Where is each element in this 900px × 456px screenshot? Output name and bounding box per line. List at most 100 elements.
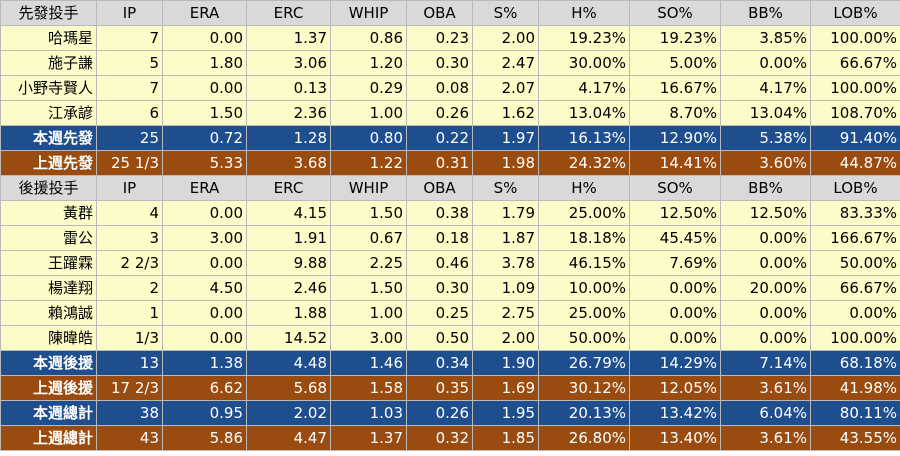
cell-ip: 2 [96, 275, 163, 301]
reliever-total-row: 本週總計 38 0.95 2.02 1.03 0.26 1.95 20.13% 13.42% 6.… [0, 400, 900, 426]
cell-oba: 0.31 [406, 150, 473, 176]
cell-oba: 0.23 [406, 25, 473, 51]
cell-era: 0.00 [162, 75, 247, 101]
cell-h-pct: 24.32% [538, 150, 630, 176]
cell-name: 小野寺賢人 [0, 75, 97, 101]
header-erc: ERC [246, 175, 331, 201]
cell-oba: 0.25 [406, 300, 473, 326]
cell-h-pct: 25.00% [538, 200, 630, 226]
cell-whip: 0.67 [330, 225, 407, 251]
cell-era: 0.00 [162, 250, 247, 276]
header-name: 先發投手 [0, 0, 97, 26]
cell-so-pct: 12.05% [629, 375, 721, 401]
cell-h-pct: 20.13% [538, 400, 630, 426]
cell-oba: 0.34 [406, 350, 473, 376]
header-bb-pct: BB% [720, 175, 811, 201]
cell-oba: 0.30 [406, 50, 473, 76]
cell-ip: 1 [96, 300, 163, 326]
cell-bb-pct: 7.14% [720, 350, 811, 376]
cell-ip: 43 [96, 425, 163, 451]
cell-whip: 0.86 [330, 25, 407, 51]
cell-h-pct: 26.79% [538, 350, 630, 376]
cell-bb-pct: 3.61% [720, 425, 811, 451]
cell-lob-pct: 66.67% [810, 275, 900, 301]
cell-era: 1.80 [162, 50, 247, 76]
cell-s-pct: 1.79 [472, 200, 539, 226]
cell-h-pct: 19.23% [538, 25, 630, 51]
cell-so-pct: 14.29% [629, 350, 721, 376]
cell-s-pct: 1.97 [472, 125, 539, 151]
reliever-total-row: 上週總計 43 5.86 4.47 1.37 0.32 1.85 26.80% 13.40% 3.… [0, 425, 900, 451]
cell-whip: 1.22 [330, 150, 407, 176]
reliever-row: 黃群 4 0.00 4.15 1.50 0.38 1.79 25.00% 12.50% 12.50… [0, 200, 900, 226]
cell-era: 6.62 [162, 375, 247, 401]
cell-lob-pct: 68.18% [810, 350, 900, 376]
cell-ip: 3 [96, 225, 163, 251]
cell-ip: 4 [96, 200, 163, 226]
reliever-row: 楊達翔 2 4.50 2.46 1.50 0.30 1.09 10.00% 0.00% 20.00… [0, 275, 900, 301]
cell-erc: 3.06 [246, 50, 331, 76]
cell-so-pct: 7.69% [629, 250, 721, 276]
cell-name: 陳暐皓 [0, 325, 97, 351]
cell-era: 0.95 [162, 400, 247, 426]
cell-era: 1.38 [162, 350, 247, 376]
cell-lob-pct: 100.00% [810, 25, 900, 51]
cell-so-pct: 16.67% [629, 75, 721, 101]
cell-s-pct: 1.90 [472, 350, 539, 376]
cell-whip: 1.00 [330, 100, 407, 126]
header-era: ERA [162, 0, 247, 26]
cell-ip: 25 1/3 [96, 150, 163, 176]
cell-name: 上週總計 [0, 425, 97, 451]
cell-bb-pct: 12.50% [720, 200, 811, 226]
cell-lob-pct: 66.67% [810, 50, 900, 76]
cell-h-pct: 16.13% [538, 125, 630, 151]
cell-h-pct: 46.15% [538, 250, 630, 276]
header-so-pct: SO% [629, 0, 721, 26]
cell-erc: 3.68 [246, 150, 331, 176]
cell-erc: 1.91 [246, 225, 331, 251]
cell-era: 1.50 [162, 100, 247, 126]
cell-era: 0.72 [162, 125, 247, 151]
cell-so-pct: 19.23% [629, 25, 721, 51]
cell-whip: 1.50 [330, 200, 407, 226]
cell-ip: 38 [96, 400, 163, 426]
header-h-pct: H% [538, 175, 630, 201]
header-oba: OBA [406, 175, 473, 201]
header-whip: WHIP [330, 175, 407, 201]
cell-bb-pct: 3.85% [720, 25, 811, 51]
cell-oba: 0.50 [406, 325, 473, 351]
cell-ip: 17 2/3 [96, 375, 163, 401]
cell-oba: 0.30 [406, 275, 473, 301]
cell-oba: 0.26 [406, 400, 473, 426]
cell-erc: 4.48 [246, 350, 331, 376]
cell-whip: 1.20 [330, 50, 407, 76]
header-so-pct: SO% [629, 175, 721, 201]
starter-total-row: 上週先發 25 1/3 5.33 3.68 1.22 0.31 1.98 24.32% 14.4… [0, 150, 900, 176]
cell-lob-pct: 44.87% [810, 150, 900, 176]
cell-erc: 2.46 [246, 275, 331, 301]
cell-oba: 0.46 [406, 250, 473, 276]
cell-erc: 0.13 [246, 75, 331, 101]
cell-name: 本週總計 [0, 400, 97, 426]
cell-lob-pct: 83.33% [810, 200, 900, 226]
cell-bb-pct: 0.00% [720, 325, 811, 351]
cell-lob-pct: 100.00% [810, 75, 900, 101]
reliever-total-row: 上週後援 17 2/3 6.62 5.68 1.58 0.35 1.69 30.12% 12.0… [0, 375, 900, 401]
cell-name: 黃群 [0, 200, 97, 226]
reliever-row: 王躍霖 2 2/3 0.00 9.88 2.25 0.46 3.78 46.15% 7.69% 0… [0, 250, 900, 276]
header-lob-pct: LOB% [810, 175, 900, 201]
cell-erc: 4.15 [246, 200, 331, 226]
cell-ip: 7 [96, 75, 163, 101]
cell-so-pct: 12.50% [629, 200, 721, 226]
starter-header-row: 先發投手 IP ERA ERC WHIP OBA S% H% SO% BB% LOB% [0, 0, 900, 26]
starter-row: 哈瑪星 7 0.00 1.37 0.86 0.23 2.00 19.23% 19.23% 3.85… [0, 25, 900, 51]
cell-erc: 1.28 [246, 125, 331, 151]
cell-h-pct: 30.12% [538, 375, 630, 401]
cell-lob-pct: 43.55% [810, 425, 900, 451]
cell-whip: 1.37 [330, 425, 407, 451]
cell-name: 施子謙 [0, 50, 97, 76]
cell-lob-pct: 41.98% [810, 375, 900, 401]
cell-h-pct: 18.18% [538, 225, 630, 251]
cell-s-pct: 3.78 [472, 250, 539, 276]
cell-s-pct: 1.98 [472, 150, 539, 176]
